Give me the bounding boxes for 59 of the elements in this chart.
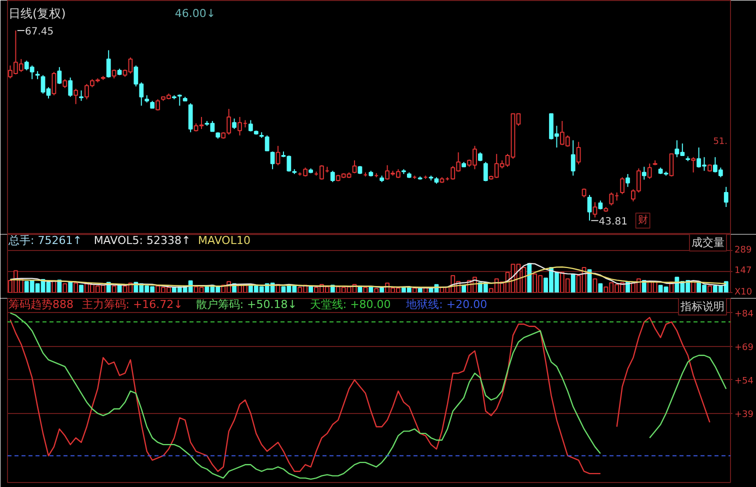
y-tick-label: +54 bbox=[734, 376, 754, 386]
y-tick-label: +84 bbox=[734, 309, 754, 320]
candlestick bbox=[156, 98, 160, 112]
candlestick bbox=[276, 145, 280, 166]
candlestick bbox=[57, 66, 62, 84]
bar bbox=[68, 281, 73, 292]
bar bbox=[308, 286, 313, 292]
candlestick bbox=[691, 156, 696, 173]
y-tick-label: +69 bbox=[734, 342, 754, 353]
candlestick bbox=[669, 153, 674, 177]
bar bbox=[368, 286, 374, 292]
chart-title: 日线(复权) bbox=[8, 6, 66, 20]
annotation: 指标说明 bbox=[680, 300, 725, 313]
candlestick bbox=[106, 50, 111, 78]
y-tick-label: 289 bbox=[734, 246, 752, 256]
annotation: 财 bbox=[638, 214, 648, 226]
candlestick bbox=[264, 134, 270, 152]
candlestick bbox=[232, 118, 236, 130]
candlestick bbox=[270, 151, 275, 170]
annotation: 51. bbox=[713, 136, 728, 147]
candlestick bbox=[647, 163, 652, 180]
bar bbox=[79, 284, 84, 292]
bar bbox=[380, 288, 384, 292]
candlestick bbox=[483, 161, 488, 182]
candlestick bbox=[576, 141, 581, 165]
candlestick bbox=[330, 170, 335, 183]
candlestick bbox=[248, 120, 253, 132]
candlestick bbox=[74, 88, 78, 105]
candlestick bbox=[570, 140, 576, 176]
candlestick bbox=[592, 202, 598, 218]
candlestick bbox=[642, 166, 646, 180]
annotation: 43.81 bbox=[598, 216, 628, 228]
y-tick-label: X10 bbox=[734, 288, 752, 298]
text: MAVOL10 bbox=[198, 234, 250, 247]
bar bbox=[598, 283, 603, 292]
bar bbox=[462, 284, 466, 292]
ref-line-label: 地狱线: +20.00 bbox=[405, 298, 488, 311]
candlestick bbox=[352, 160, 357, 174]
text: 46.00↓ bbox=[174, 7, 216, 20]
candlestick bbox=[724, 186, 728, 208]
candlestick bbox=[52, 71, 56, 96]
y-tick-label: 147 bbox=[734, 266, 752, 276]
text: 散户筹码: +50.18↓ bbox=[196, 298, 297, 311]
text: MAVOL5: 52338↑ bbox=[94, 234, 191, 247]
candlestick bbox=[620, 176, 624, 195]
chart-title: 筹码趋势888 bbox=[8, 298, 74, 311]
candlestick bbox=[626, 174, 630, 188]
annotation: 67.45 bbox=[24, 26, 54, 38]
annotation: 成交量 bbox=[692, 236, 725, 249]
candlestick bbox=[68, 77, 73, 98]
text: 总手: 75261↑ bbox=[7, 234, 82, 247]
bar bbox=[527, 263, 532, 292]
candlestick bbox=[587, 194, 592, 222]
candlestick bbox=[79, 90, 84, 102]
text: 主力筹码: +16.72↓ bbox=[82, 298, 183, 311]
bar bbox=[570, 273, 576, 292]
y-tick-label: +39 bbox=[734, 410, 754, 420]
ref-line-label: 天堂线: +80.00 bbox=[310, 298, 391, 311]
bar bbox=[418, 288, 422, 292]
